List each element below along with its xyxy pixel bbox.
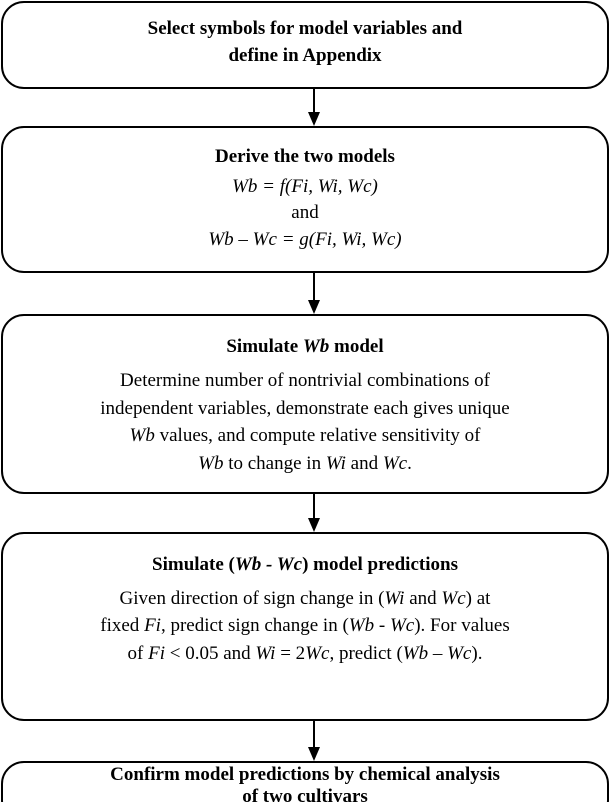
process-box: [1, 126, 609, 273]
text-run: Wc: [441, 588, 466, 609]
arrow-head: [308, 747, 320, 761]
text-line: independent variables, demonstrate each …: [100, 398, 509, 419]
text-run: Wc: [305, 643, 330, 664]
process-box: [1, 314, 609, 494]
text-line: of two cultivars: [242, 786, 368, 802]
text-line: Select symbols for model variables and: [148, 18, 463, 39]
text-line: define in Appendix: [228, 45, 382, 66]
text-run: Given direction of sign change in (: [120, 588, 385, 609]
text-line: of Fi < 0.05 and Wi = 2Wc, predict (Wb –…: [128, 643, 483, 664]
text-line: Determine number of nontrivial combinati…: [120, 370, 491, 391]
text-run: Wc: [383, 453, 408, 474]
arrow-head: [308, 300, 320, 314]
text-run: ) at: [466, 588, 492, 609]
text-run: Wi: [384, 588, 404, 609]
text-run: Determine number of nontrivial combinati…: [120, 370, 491, 391]
text-line: fixed Fi, predict sign change in (Wb - W…: [100, 615, 509, 636]
text-run: of two cultivars: [242, 786, 368, 802]
text-run: model: [329, 336, 383, 357]
process-box: [1, 761, 609, 802]
text-run: , predict (: [329, 643, 402, 664]
text-run: to change in: [223, 453, 325, 474]
text-run: and: [291, 202, 319, 223]
arrow-head: [308, 112, 320, 126]
text-run: < 0.05 and: [165, 643, 255, 664]
text-run: Wi: [326, 453, 346, 474]
text-run: ) model predictions: [302, 554, 458, 575]
text-run: Wb: [303, 336, 329, 357]
text-run: .: [407, 453, 412, 474]
text-run: Simulate: [226, 336, 303, 357]
text-run: Fi: [147, 643, 165, 664]
text-run: Derive the two models: [215, 146, 395, 167]
text-line: Wb = f(Fi, Wi, Wc): [232, 176, 378, 197]
text-run: , predict sign change in (: [161, 615, 349, 636]
arrow-head: [308, 518, 320, 532]
text-run: Wb: [403, 643, 428, 664]
text-run: Wb – Wc = g(Fi, Wi, Wc): [208, 229, 401, 250]
text-line: Wb to change in Wi and Wc.: [198, 453, 412, 474]
text-run: define in Appendix: [228, 45, 382, 66]
text-line: Derive the two models: [215, 146, 395, 167]
text-line: Simulate (Wb - Wc) model predictions: [152, 554, 458, 575]
text-run: Wb: [198, 453, 223, 474]
text-line: Wb values, and compute relative sensitiv…: [130, 425, 482, 446]
text-run: –: [428, 643, 447, 664]
text-run: and: [346, 453, 383, 474]
text-run: = 2: [275, 643, 305, 664]
text-run: Wc: [447, 643, 472, 664]
text-run: Simulate (: [152, 554, 235, 575]
text-line: Given direction of sign change in (Wi an…: [120, 588, 492, 609]
text-run: independent variables, demonstrate each …: [100, 398, 509, 419]
text-run: Confirm model predictions by chemical an…: [110, 764, 500, 785]
process-box: [1, 532, 609, 721]
text-run: of: [128, 643, 149, 664]
text-run: and: [404, 588, 441, 609]
text-run: Wi: [255, 643, 275, 664]
text-line: Wb – Wc = g(Fi, Wi, Wc): [208, 229, 401, 250]
text-run: Wb - Wc: [349, 615, 415, 636]
text-run: fixed: [100, 615, 144, 636]
text-line: and: [291, 202, 319, 223]
text-run: Wb - Wc: [235, 554, 303, 575]
text-run: ).: [471, 643, 482, 664]
text-line: Simulate Wb model: [226, 336, 383, 357]
text-line: Confirm model predictions by chemical an…: [110, 764, 500, 785]
text-run: values, and compute relative sensitivity…: [155, 425, 481, 446]
text-run: Select symbols for model variables and: [148, 18, 463, 39]
text-run: Wb: [130, 425, 155, 446]
process-box: [1, 1, 609, 89]
text-run: Fi: [143, 615, 161, 636]
text-run: ). For values: [414, 615, 510, 636]
text-run: Wb = f(Fi, Wi, Wc): [232, 176, 378, 197]
